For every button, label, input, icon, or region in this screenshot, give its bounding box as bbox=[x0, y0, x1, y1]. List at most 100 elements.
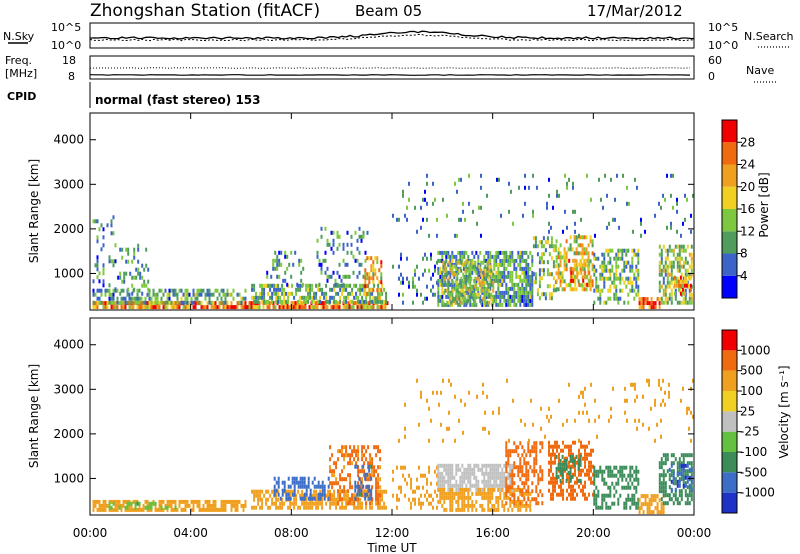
data-cell bbox=[621, 469, 624, 474]
data-cell bbox=[589, 283, 592, 288]
data-cell bbox=[627, 248, 630, 253]
data-cell bbox=[404, 213, 406, 218]
data-cell bbox=[108, 507, 111, 512]
data-cell bbox=[495, 294, 498, 299]
data-cell bbox=[385, 299, 388, 304]
data-cell bbox=[363, 473, 366, 478]
data-cell bbox=[684, 483, 687, 488]
data-cell bbox=[420, 394, 422, 399]
data-cell bbox=[519, 457, 522, 462]
data-cell bbox=[307, 295, 310, 300]
data-cell bbox=[253, 283, 256, 288]
data-cell bbox=[574, 418, 576, 423]
data-cell bbox=[398, 485, 400, 490]
data-cell bbox=[664, 296, 667, 301]
data-cell bbox=[426, 489, 428, 494]
data-cell bbox=[660, 489, 663, 494]
data-cell bbox=[658, 465, 661, 470]
data-cell bbox=[681, 283, 684, 288]
data-cell bbox=[613, 276, 616, 281]
data-cell bbox=[584, 492, 586, 497]
data-cell bbox=[299, 493, 302, 498]
data-cell bbox=[627, 473, 630, 478]
data-cell bbox=[509, 453, 512, 458]
data-cell bbox=[569, 474, 572, 479]
data-cell bbox=[196, 292, 199, 297]
data-cell bbox=[230, 292, 233, 297]
data-cell bbox=[162, 305, 165, 310]
data-cell bbox=[560, 484, 562, 489]
data-cell bbox=[635, 465, 638, 470]
data-cell bbox=[678, 264, 681, 269]
data-cell bbox=[503, 491, 506, 496]
data-cell bbox=[574, 278, 577, 283]
data-cell bbox=[513, 441, 516, 446]
data-cell bbox=[530, 398, 532, 403]
data-cell bbox=[353, 501, 356, 506]
data-cell bbox=[100, 288, 103, 293]
data-cell bbox=[345, 295, 348, 300]
data-cell bbox=[660, 473, 663, 478]
data-cell bbox=[283, 501, 286, 506]
data-cell bbox=[668, 244, 671, 249]
data-cell bbox=[599, 288, 602, 293]
data-cell bbox=[392, 477, 394, 482]
data-cell bbox=[246, 305, 249, 310]
data-cell bbox=[301, 484, 304, 489]
data-cell bbox=[343, 489, 346, 494]
data-cell bbox=[627, 300, 630, 305]
data-cell bbox=[178, 503, 181, 508]
data-cell bbox=[569, 470, 572, 475]
data-cell bbox=[577, 466, 580, 471]
data-cell bbox=[495, 270, 498, 275]
data-cell bbox=[309, 488, 312, 493]
data-cell bbox=[489, 495, 492, 500]
data-cell bbox=[432, 497, 434, 502]
data-cell bbox=[454, 272, 457, 277]
data-cell bbox=[341, 283, 344, 288]
data-cell bbox=[325, 501, 328, 506]
data-cell bbox=[224, 507, 227, 512]
data-cell bbox=[571, 454, 574, 459]
data-cell bbox=[534, 276, 537, 281]
data-cell bbox=[448, 378, 450, 383]
data-cell bbox=[136, 305, 139, 310]
data-cell bbox=[290, 274, 293, 279]
data-cell bbox=[182, 499, 185, 504]
data-cell bbox=[140, 301, 143, 306]
data-cell bbox=[589, 259, 592, 264]
data-cell bbox=[352, 305, 355, 310]
data-cell bbox=[271, 497, 274, 502]
data-cell bbox=[668, 394, 670, 399]
data-cell bbox=[573, 267, 576, 272]
data-cell bbox=[485, 250, 488, 255]
data-cell bbox=[447, 282, 450, 287]
data-cell bbox=[511, 507, 514, 512]
data-cell bbox=[347, 489, 350, 494]
data-cell bbox=[474, 260, 477, 265]
data-cell bbox=[364, 492, 367, 497]
data-cell bbox=[104, 292, 107, 297]
data-cell bbox=[309, 291, 312, 296]
data-cell bbox=[465, 270, 468, 275]
data-cell bbox=[635, 477, 638, 482]
data-cell bbox=[666, 272, 669, 277]
data-cell bbox=[112, 215, 115, 220]
data-cell bbox=[307, 505, 310, 510]
data-cell bbox=[311, 480, 314, 485]
nsky-label: N.Sky bbox=[3, 30, 35, 43]
data-cell bbox=[326, 266, 329, 271]
data-cell bbox=[631, 501, 634, 506]
data-cell bbox=[477, 467, 480, 472]
data-cell bbox=[458, 260, 461, 265]
data-cell bbox=[579, 267, 582, 272]
data-cell bbox=[495, 495, 498, 500]
data-cell bbox=[648, 378, 650, 383]
data-cell bbox=[294, 301, 297, 306]
data-cell bbox=[482, 382, 484, 387]
data-cell bbox=[577, 243, 580, 248]
data-cell bbox=[468, 268, 471, 273]
data-cell bbox=[180, 296, 183, 301]
data-cell bbox=[559, 470, 562, 475]
data-cell bbox=[288, 262, 291, 267]
